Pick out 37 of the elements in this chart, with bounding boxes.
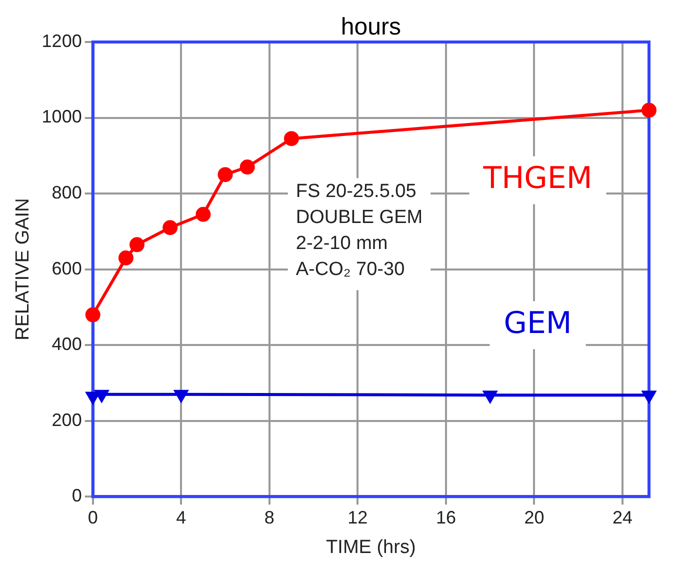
y-tick-label: 400 — [52, 334, 82, 354]
point — [174, 390, 188, 402]
point — [218, 167, 233, 182]
y-tick-label: 1000 — [42, 106, 82, 127]
x-tick-label: 20 — [524, 507, 544, 528]
point — [483, 390, 497, 403]
point — [642, 390, 656, 403]
point — [85, 307, 100, 322]
point — [162, 220, 178, 236]
y-tick-label: 800 — [52, 182, 82, 202]
annotation: DOUBLE GEM — [296, 206, 423, 228]
y-tick-label: 0 — [72, 486, 82, 506]
point — [129, 237, 144, 252]
y-tick-label: 1200 — [42, 30, 82, 51]
x-tick-label: 4 — [176, 507, 186, 528]
annotation: FS 20-25.5.05 — [296, 180, 416, 202]
annotation: A-CO₂ 70-30 — [296, 258, 405, 280]
x-tick-label: 8 — [264, 507, 274, 528]
point — [86, 392, 100, 404]
annotation: 2-2-10 mm — [296, 232, 388, 254]
y-tick-label: 200 — [52, 410, 82, 430]
point — [118, 250, 134, 266]
point — [94, 390, 108, 402]
series-label: THGEM — [482, 160, 592, 196]
x-tick-label: 12 — [348, 507, 368, 528]
x-tick-label: 16 — [436, 507, 456, 528]
x-tick-label: 0 — [88, 507, 98, 528]
text: hours — [340, 14, 401, 41]
x-axis-title: TIME (hrs) — [326, 536, 416, 558]
x-tick-label: 24 — [612, 507, 633, 528]
point — [196, 206, 211, 222]
y-axis-title: RELATIVE GAIN — [12, 198, 34, 340]
point — [642, 102, 656, 118]
point — [284, 131, 299, 146]
point — [240, 160, 255, 175]
series-label: GEM — [504, 306, 572, 341]
y-tick-label: 600 — [52, 258, 82, 278]
